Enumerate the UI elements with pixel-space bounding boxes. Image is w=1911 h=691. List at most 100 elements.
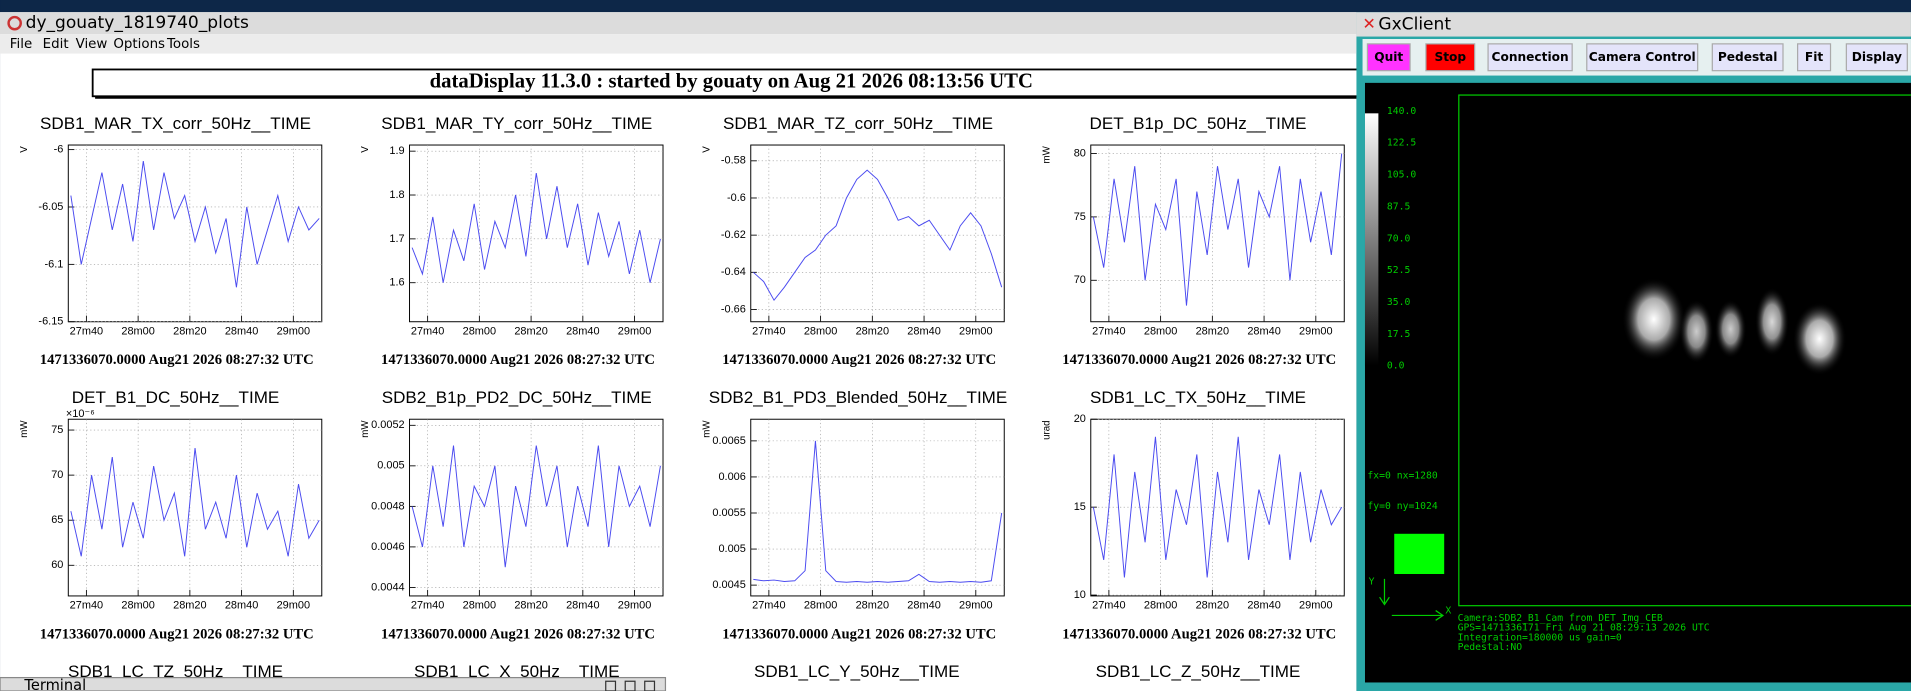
maximize[interactable]: [624, 680, 636, 691]
colorbar-label: 70.0: [1387, 233, 1411, 244]
button[interactable]: [1425, 43, 1476, 72]
desktop: [0, 0, 1911, 13]
x-tick-label: 29m00: [959, 325, 992, 337]
plots-window: dy_gouaty_1819740_plots File Edit View O…: [0, 12, 1362, 691]
menu-item[interactable]: View: [76, 37, 108, 52]
x-tick-label: 28m00: [1144, 325, 1178, 337]
x-tick-label: 27m40: [70, 600, 104, 612]
plot-title: SDB1_LC_X_50Hz__TIME: [414, 662, 620, 681]
data-line: [753, 440, 1003, 583]
y-tick-label: 0.0055: [712, 507, 746, 519]
y-axis-label: mW: [360, 420, 371, 438]
data-line: [411, 445, 661, 568]
plot-frame: [1090, 144, 1345, 323]
x-tick-label: 28m40: [907, 600, 941, 612]
y-tick-label: 0.0045: [712, 579, 746, 591]
button-label[interactable]: Camera Control: [1589, 50, 1696, 64]
colorbar-label: 87.5: [1387, 201, 1411, 212]
y-tick-label: 75: [51, 424, 63, 436]
button[interactable]: [1845, 43, 1908, 72]
x-tick-label: 29m00: [618, 325, 651, 337]
colorbar-label: 52.5: [1387, 265, 1411, 276]
plot-frame: [750, 418, 1005, 597]
button[interactable]: [1366, 43, 1411, 72]
x-tick-label: 28m40: [566, 325, 600, 337]
button-label[interactable]: Quit: [1374, 50, 1403, 64]
y-tick-label: -0.64: [721, 266, 746, 278]
y-axis-label: mW: [1041, 145, 1052, 163]
y-tick-label: 0.0065: [712, 435, 746, 447]
y-tick-label: -6.15: [38, 316, 63, 328]
button[interactable]: [1586, 43, 1699, 72]
plot-title: SDB1_LC_Y_50Hz__TIME: [754, 662, 960, 681]
y-tick-label: 1.7: [389, 233, 404, 245]
info-line: GPS=1471336171 Fri Aug 21 08:29:13 2026 …: [1458, 623, 1710, 634]
data-line: [70, 161, 320, 288]
axis-x: X: [1445, 606, 1451, 617]
menu-item[interactable]: File: [10, 37, 32, 52]
y-tick-label: 0.005: [377, 460, 404, 472]
plot-footer: 1471336070.0000 Aug21 2026 08:27:32 UTC: [722, 352, 996, 368]
plot-title: SDB2_B1_PD3_Blended_50Hz__TIME: [709, 388, 1008, 407]
x-tick-label: 28m40: [907, 325, 941, 337]
buttons: Quit Stop Connection Camera Control Pedestal…: [1366, 43, 1908, 72]
plot-title: DET_B1_DC_50Hz__TIME: [72, 388, 279, 407]
x-tick-label: 28m40: [566, 600, 600, 612]
y-tick-label: 1.6: [389, 277, 404, 289]
menu-item[interactable]: Options: [113, 37, 165, 52]
plot-title: SDB1_MAR_TY_corr_50Hz__TIME: [381, 114, 652, 133]
x-tick-label: 28m40: [1247, 325, 1281, 337]
button[interactable]: [1487, 43, 1573, 72]
button-label[interactable]: Stop: [1434, 50, 1466, 64]
gx-client-window: ✕ GxClient Quit Stop Connection Camera Cont…: [1356, 12, 1911, 691]
x-tick-label: 27m40: [70, 325, 104, 337]
axis-y: Y: [1369, 576, 1375, 587]
app-icon: [7, 15, 22, 31]
button-label[interactable]: Display: [1852, 50, 1902, 64]
plot-footer: 1471336070.0000 Aug21 2026 08:27:32 UTC: [1062, 352, 1336, 368]
terminal-title: Terminal: [23, 677, 86, 691]
x-tick-label: 28m20: [173, 325, 207, 337]
banner: dataDisplay 11.3.0 : started by gouaty o…: [430, 71, 1033, 93]
colorbar-label: 0.0: [1387, 361, 1405, 372]
plot: SDB1_MAR_TX_corr_50Hz__TIME V -6 -6.05 -6.1 -…: [19, 114, 323, 368]
y-tick-label: 0.0048: [371, 500, 405, 512]
plot: SDB2_B1p_PD2_DC_50Hz__TIME mW 0.0052 0.005 0…: [360, 388, 664, 642]
x-tick-label: 28m20: [173, 600, 207, 612]
button-label[interactable]: Pedestal: [1718, 50, 1778, 64]
button-label[interactable]: Connection: [1492, 50, 1569, 64]
y-arrow-head: [1379, 596, 1390, 606]
x-tick-label: 28m20: [856, 325, 890, 337]
menu-item[interactable]: Edit: [43, 37, 69, 52]
button[interactable]: [1711, 43, 1784, 72]
close[interactable]: [644, 680, 656, 691]
y-axis-label: V: [19, 146, 30, 153]
menu-item[interactable]: Tools: [166, 37, 200, 52]
button-label[interactable]: Fit: [1805, 50, 1823, 64]
x-tick-label: 29m00: [618, 600, 651, 612]
fx-label: fx=0 nx=1280: [1367, 470, 1437, 481]
y-tick-label: 60: [51, 559, 63, 571]
colorbar-label: 140.0: [1387, 106, 1416, 117]
minimize[interactable]: [605, 680, 617, 691]
x-tick-label: 28m00: [121, 600, 155, 612]
y-tick-label: 65: [51, 514, 63, 526]
plot-footer: 1471336070.0000 Aug21 2026 08:27:32 UTC: [722, 626, 996, 642]
plot-title: SDB1_MAR_TZ_corr_50Hz__TIME: [723, 114, 993, 133]
x-tick-label: 28m20: [514, 600, 548, 612]
plot: DET_B1_DC_50Hz__TIME mW ×10⁻⁶75 70 65 60 27m40…: [19, 388, 323, 642]
info-line: Camera:SDB2_B1_Cam from DET_Img_CEB: [1458, 613, 1663, 624]
y-tick-label: -6.1: [45, 258, 64, 270]
data-line: [70, 448, 320, 557]
x-tick-label: 28m20: [856, 600, 890, 612]
x-tick-label: 27m40: [752, 325, 786, 337]
plot-frame: [1090, 418, 1345, 597]
plot-title: DET_B1p_DC_50Hz__TIME: [1090, 114, 1307, 133]
colorbar-label: 122.5: [1387, 138, 1416, 149]
x-tick-label: 28m20: [1196, 325, 1229, 337]
button[interactable]: [1797, 43, 1832, 72]
x-tick-label: 27m40: [1092, 325, 1126, 337]
colorbar-label: 35.0: [1387, 297, 1411, 308]
x-tick-label: 27m40: [1092, 600, 1126, 612]
